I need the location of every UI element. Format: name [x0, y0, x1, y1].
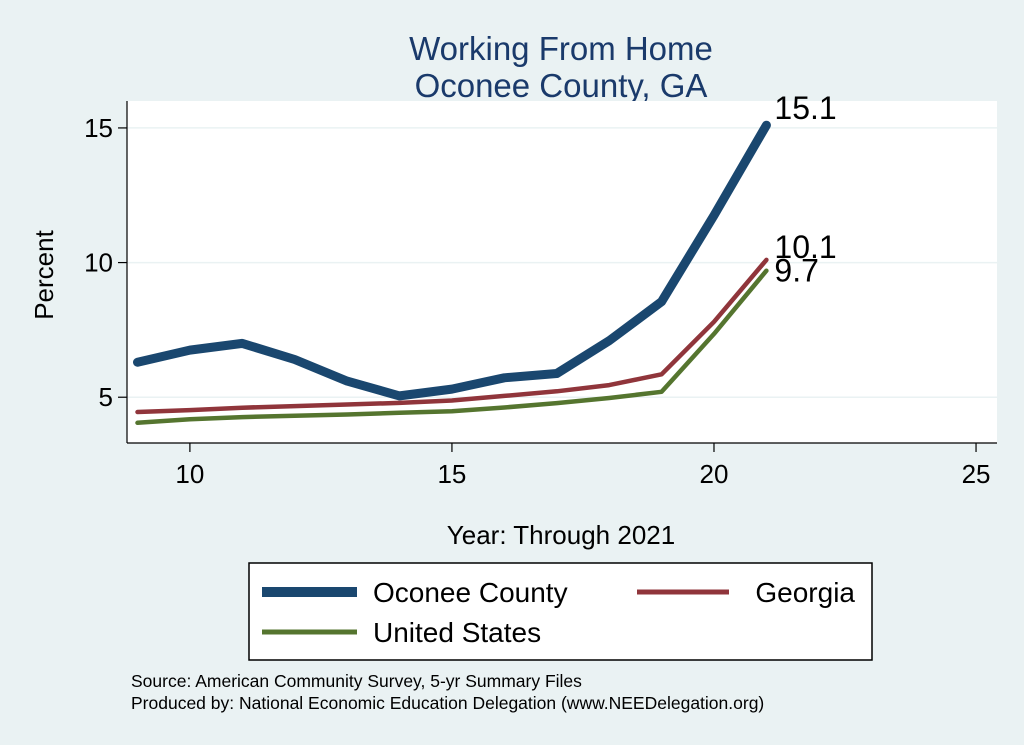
- end-labels: 15.1 10.19.7: [774, 90, 836, 288]
- x-tick-label-15: 15: [437, 459, 466, 489]
- series-lines: [133, 120, 771, 426]
- legend-label-oconee-county: Oconee County: [373, 577, 568, 608]
- y-tick-label-10: 10: [84, 248, 113, 278]
- axes: [118, 101, 997, 452]
- series-line-oconee-county: [133, 120, 771, 401]
- y-tick-label-5: 5: [99, 382, 113, 412]
- end-label-united-states: 9.7: [774, 253, 818, 289]
- legend-label-georgia: Georgia: [755, 577, 855, 608]
- y-tick-label-15: 15: [84, 113, 113, 143]
- source-note: Source: American Community Survey, 5-yr …: [131, 671, 582, 691]
- end-label-georgia: 10.1: [774, 229, 836, 265]
- x-tick-label-25: 25: [962, 459, 991, 489]
- y-axis-title: Percent: [29, 229, 59, 319]
- end-label-oconee-county: 15.1: [774, 90, 836, 126]
- legend: Oconee County Georgia United States: [248, 562, 873, 661]
- legend-label-united-states: United States: [373, 617, 541, 648]
- series-line-georgia: [135, 257, 769, 415]
- x-tick-label-10: 10: [175, 459, 204, 489]
- x-tick-label-20: 20: [700, 459, 729, 489]
- chart-title: Working From Home: [409, 30, 713, 67]
- chart-subtitle: Oconee County, GA: [415, 67, 708, 104]
- series-line-united-states: [135, 268, 769, 426]
- grid-lines: [127, 127, 997, 398]
- x-axis-title: Year: Through 2021: [447, 520, 675, 550]
- produced-by-note: Produced by: National Economic Education…: [131, 693, 764, 713]
- plot-area: [127, 101, 997, 443]
- legend-box: [248, 562, 873, 661]
- tick-labels: 5 10 15 10 15 20 25: [84, 113, 990, 489]
